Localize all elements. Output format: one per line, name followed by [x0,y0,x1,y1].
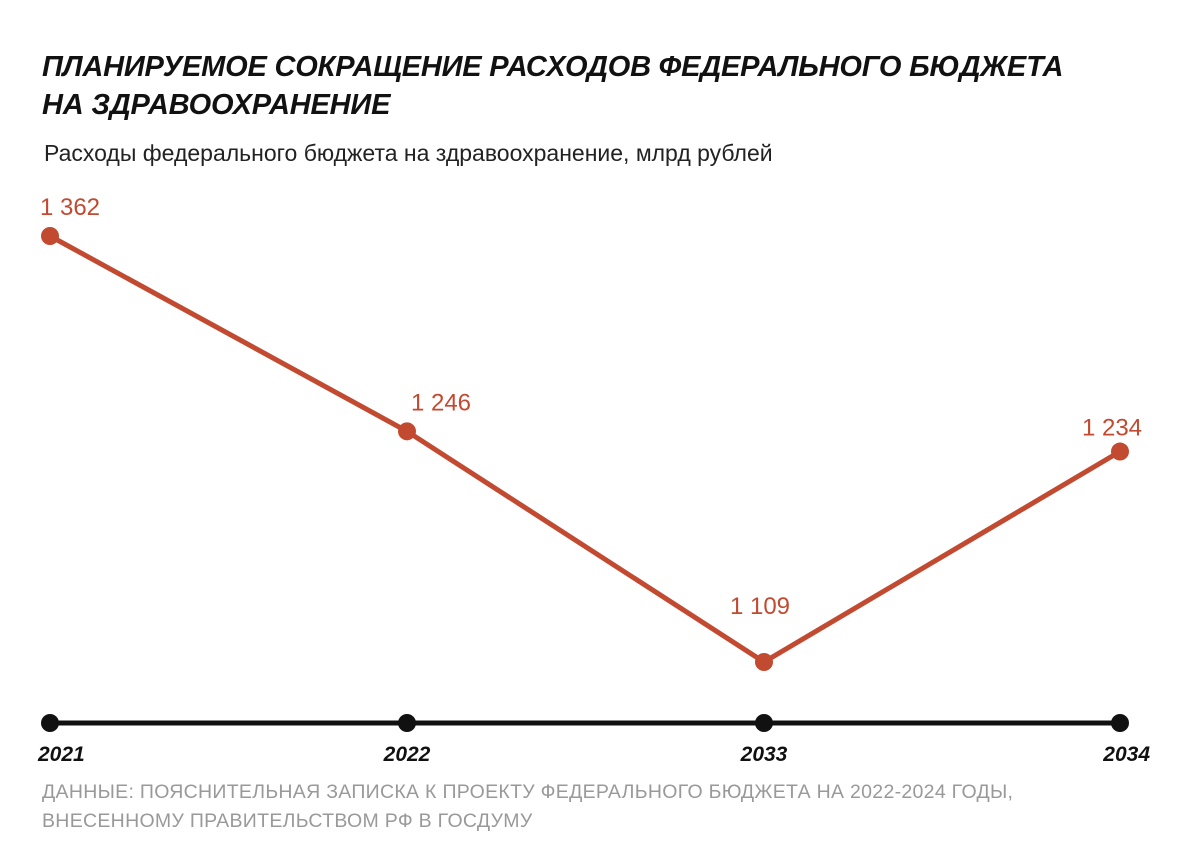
source-note-line-2: ВНЕСЕННОМУ ПРАВИТЕЛЬСТВОМ РФ В ГОСДУМУ [42,810,533,832]
data-point-2034 [1111,442,1129,461]
data-point-2021 [41,227,59,245]
chart-title: ПЛАНИРУЕМОЕ СОКРАЩЕНИЕ РАСХОДОВ ФЕДЕРАЛЬ… [42,48,1142,124]
chart-title-line-1: ПЛАНИРУЕМОЕ СОКРАЩЕНИЕ РАСХОДОВ ФЕДЕРАЛЬ… [42,51,1064,83]
series-line [47,233,1123,665]
x-tick-label-2022: 2022 [383,743,431,766]
source-note: ДАННЫЕ: ПОЯСНИТЕЛЬНАЯ ЗАПИСКА К ПРОЕКТУ … [42,778,1162,836]
data-label-2022: 1 246 [411,389,471,416]
x-axis-tick-2022 [398,714,416,732]
chart-subtitle: Расходы федерального бюджета на здравоох… [44,140,773,166]
data-label-2033: 1 109 [730,593,790,620]
data-point-2022 [398,422,416,441]
x-axis-tick-2033 [755,714,773,732]
x-tick-label-2034: 2034 [1102,743,1150,766]
data-label-2021: 1 362 [40,194,100,221]
source-note-line-1: ДАННЫЕ: ПОЯСНИТЕЛЬНАЯ ЗАПИСКА К ПРОЕКТУ … [42,781,1014,803]
x-axis-tick-2021 [41,714,59,732]
x-tick-label-2021: 2021 [37,743,85,766]
x-axis-tick-2034 [1111,714,1129,732]
data-point-2033 [755,653,773,671]
x-tick-label-2033: 2033 [740,743,788,766]
chart-title-line-2: НА ЗДРАВООХРАНЕНИЕ [42,89,391,121]
data-label-2034: 1 234 [1082,415,1142,442]
